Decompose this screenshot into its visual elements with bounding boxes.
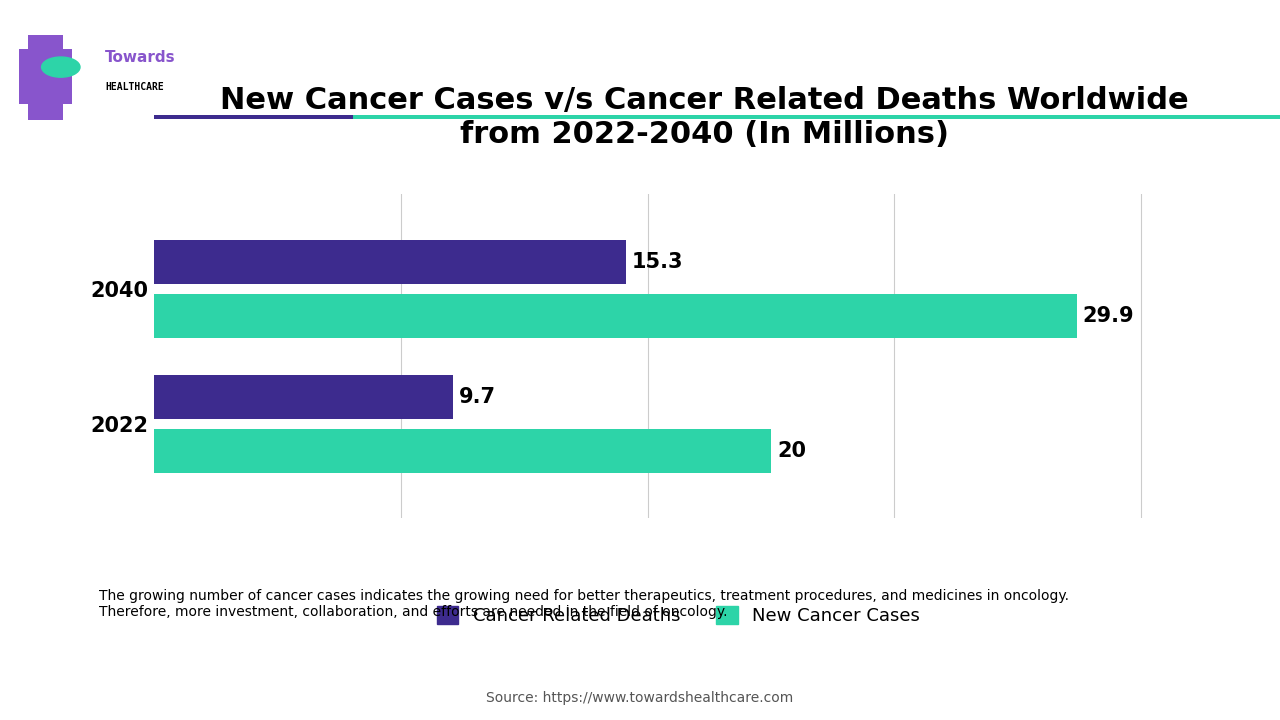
- Text: 20: 20: [777, 441, 806, 461]
- Text: New Cancer Cases v/s Cancer Related Deaths Worldwide
from 2022-2040 (In Millions: New Cancer Cases v/s Cancer Related Deat…: [220, 86, 1188, 149]
- Text: Source: https://www.towardshealthcare.com: Source: https://www.towardshealthcare.co…: [486, 691, 794, 705]
- Text: Towards: Towards: [105, 50, 175, 65]
- Circle shape: [41, 57, 79, 77]
- Legend: Cancer Related Deaths, New Cancer Cases: Cancer Related Deaths, New Cancer Cases: [429, 599, 928, 632]
- FancyBboxPatch shape: [19, 49, 73, 104]
- Bar: [154, 240, 626, 284]
- Text: 29.9: 29.9: [1083, 306, 1134, 326]
- Bar: [154, 294, 1076, 338]
- FancyBboxPatch shape: [28, 35, 63, 120]
- Bar: [154, 429, 771, 472]
- Text: 9.7: 9.7: [460, 387, 497, 407]
- Text: The growing number of cancer cases indicates the growing need for better therape: The growing number of cancer cases indic…: [100, 589, 1069, 618]
- Text: 15.3: 15.3: [632, 252, 684, 272]
- Bar: [154, 375, 453, 418]
- Text: HEALTHCARE: HEALTHCARE: [105, 82, 164, 92]
